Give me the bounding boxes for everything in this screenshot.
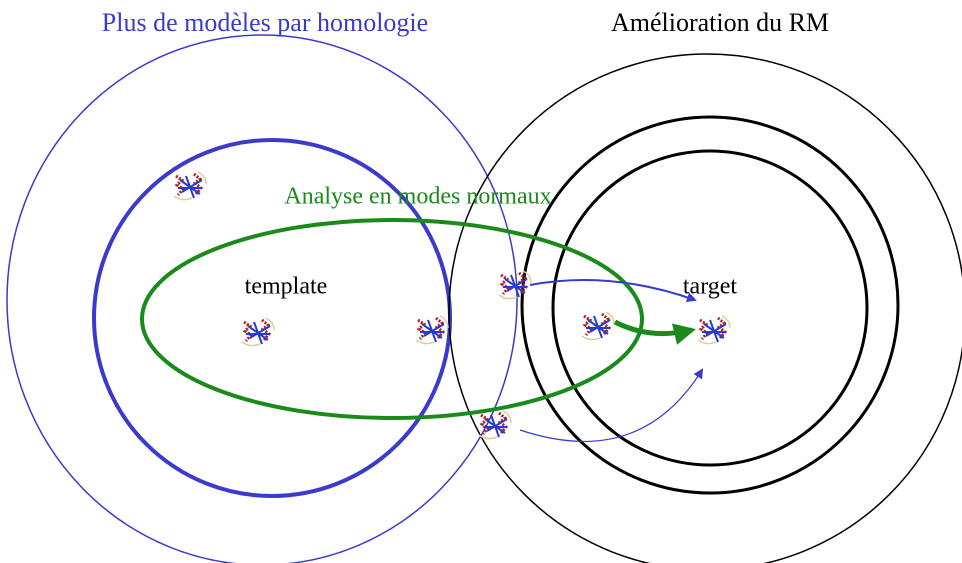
nma-label: Analyse en modes normaux [284,184,551,210]
title-right: Amélioration du RM [611,8,829,37]
nma-ellipse [140,218,644,420]
protein-icon [580,310,616,342]
protein-icon [497,269,533,301]
protein-icon [172,170,208,202]
homology-outer [6,34,518,563]
protein-icon [240,316,276,348]
refine-outer [448,53,962,563]
arrow [519,368,704,442]
target-label: target [683,274,738,300]
title-left: Plus de modèles par homologie [102,8,428,37]
protein-icon [477,409,513,441]
homology-inner [92,138,452,498]
refine-inner [551,149,869,467]
refine-middle [520,115,900,495]
template-label: template [245,274,328,300]
protein-icon [414,314,450,346]
arrow [529,279,697,303]
protein-icon [696,314,732,346]
arrow [613,319,696,345]
